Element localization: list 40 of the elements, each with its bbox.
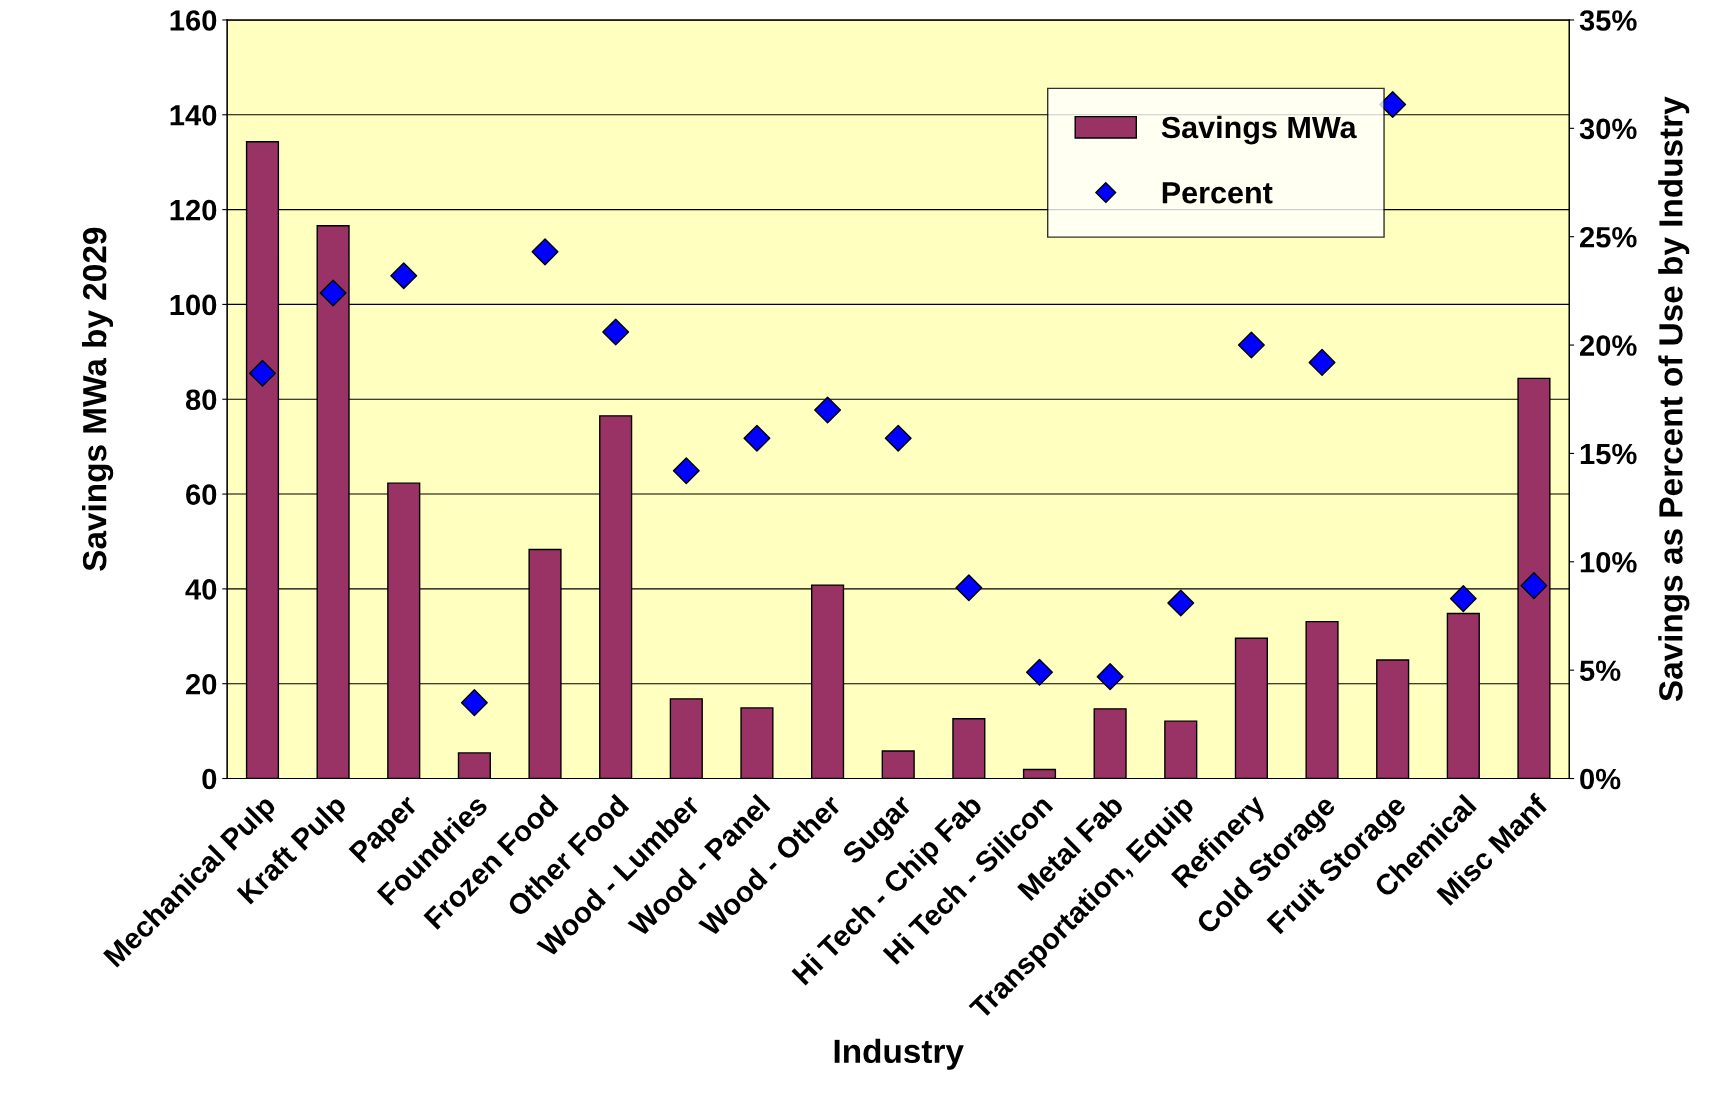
point: [248, 359, 276, 387]
point: [390, 262, 418, 290]
y-tick-label: 60: [186, 484, 217, 505]
legend-label: Percent: [1162, 182, 1273, 204]
y-tick-label: 120: [170, 199, 217, 221]
y2-tick-label: 20%: [1580, 335, 1637, 356]
y-tick-label: 100: [170, 294, 217, 316]
y-tick-label: 40: [185, 579, 217, 600]
point: [672, 457, 700, 485]
point: [1167, 589, 1195, 617]
point: [955, 574, 983, 602]
point: [743, 424, 771, 452]
point: [1025, 658, 1053, 686]
point: [1520, 572, 1548, 600]
y2-axis-title: Savings as Percent of Use by Industry: [1658, 96, 1690, 702]
point: [1308, 348, 1336, 376]
y-tick-label: 160: [170, 10, 217, 31]
y2-tick-label: 30%: [1579, 118, 1637, 140]
y2-tick-label: 25%: [1580, 226, 1637, 248]
y2-tick-label: 15%: [1580, 443, 1637, 465]
point: [319, 279, 347, 307]
y2-tick-label: 35%: [1579, 10, 1637, 31]
point: [602, 318, 630, 346]
point: [884, 424, 912, 452]
x-axis-title: Industry: [834, 1038, 964, 1070]
point: [460, 689, 488, 717]
y2-tick-label: 0%: [1580, 768, 1621, 790]
y2-tick-label: 5%: [1579, 660, 1621, 682]
y2-tick-label: 10%: [1580, 551, 1637, 573]
point: [1449, 585, 1477, 613]
y-tick-label: 80: [185, 389, 217, 411]
point: [814, 396, 842, 424]
y-tick-label: 20: [186, 673, 217, 695]
y-tick-label: 140: [170, 104, 217, 126]
point: [1096, 663, 1124, 691]
point: [1237, 331, 1265, 359]
y-axis-title: Savings MWa by 2029: [82, 227, 114, 571]
legend-label: Savings MWa: [1161, 115, 1357, 145]
y-tick-label: 0: [202, 768, 217, 790]
point: [531, 238, 559, 266]
